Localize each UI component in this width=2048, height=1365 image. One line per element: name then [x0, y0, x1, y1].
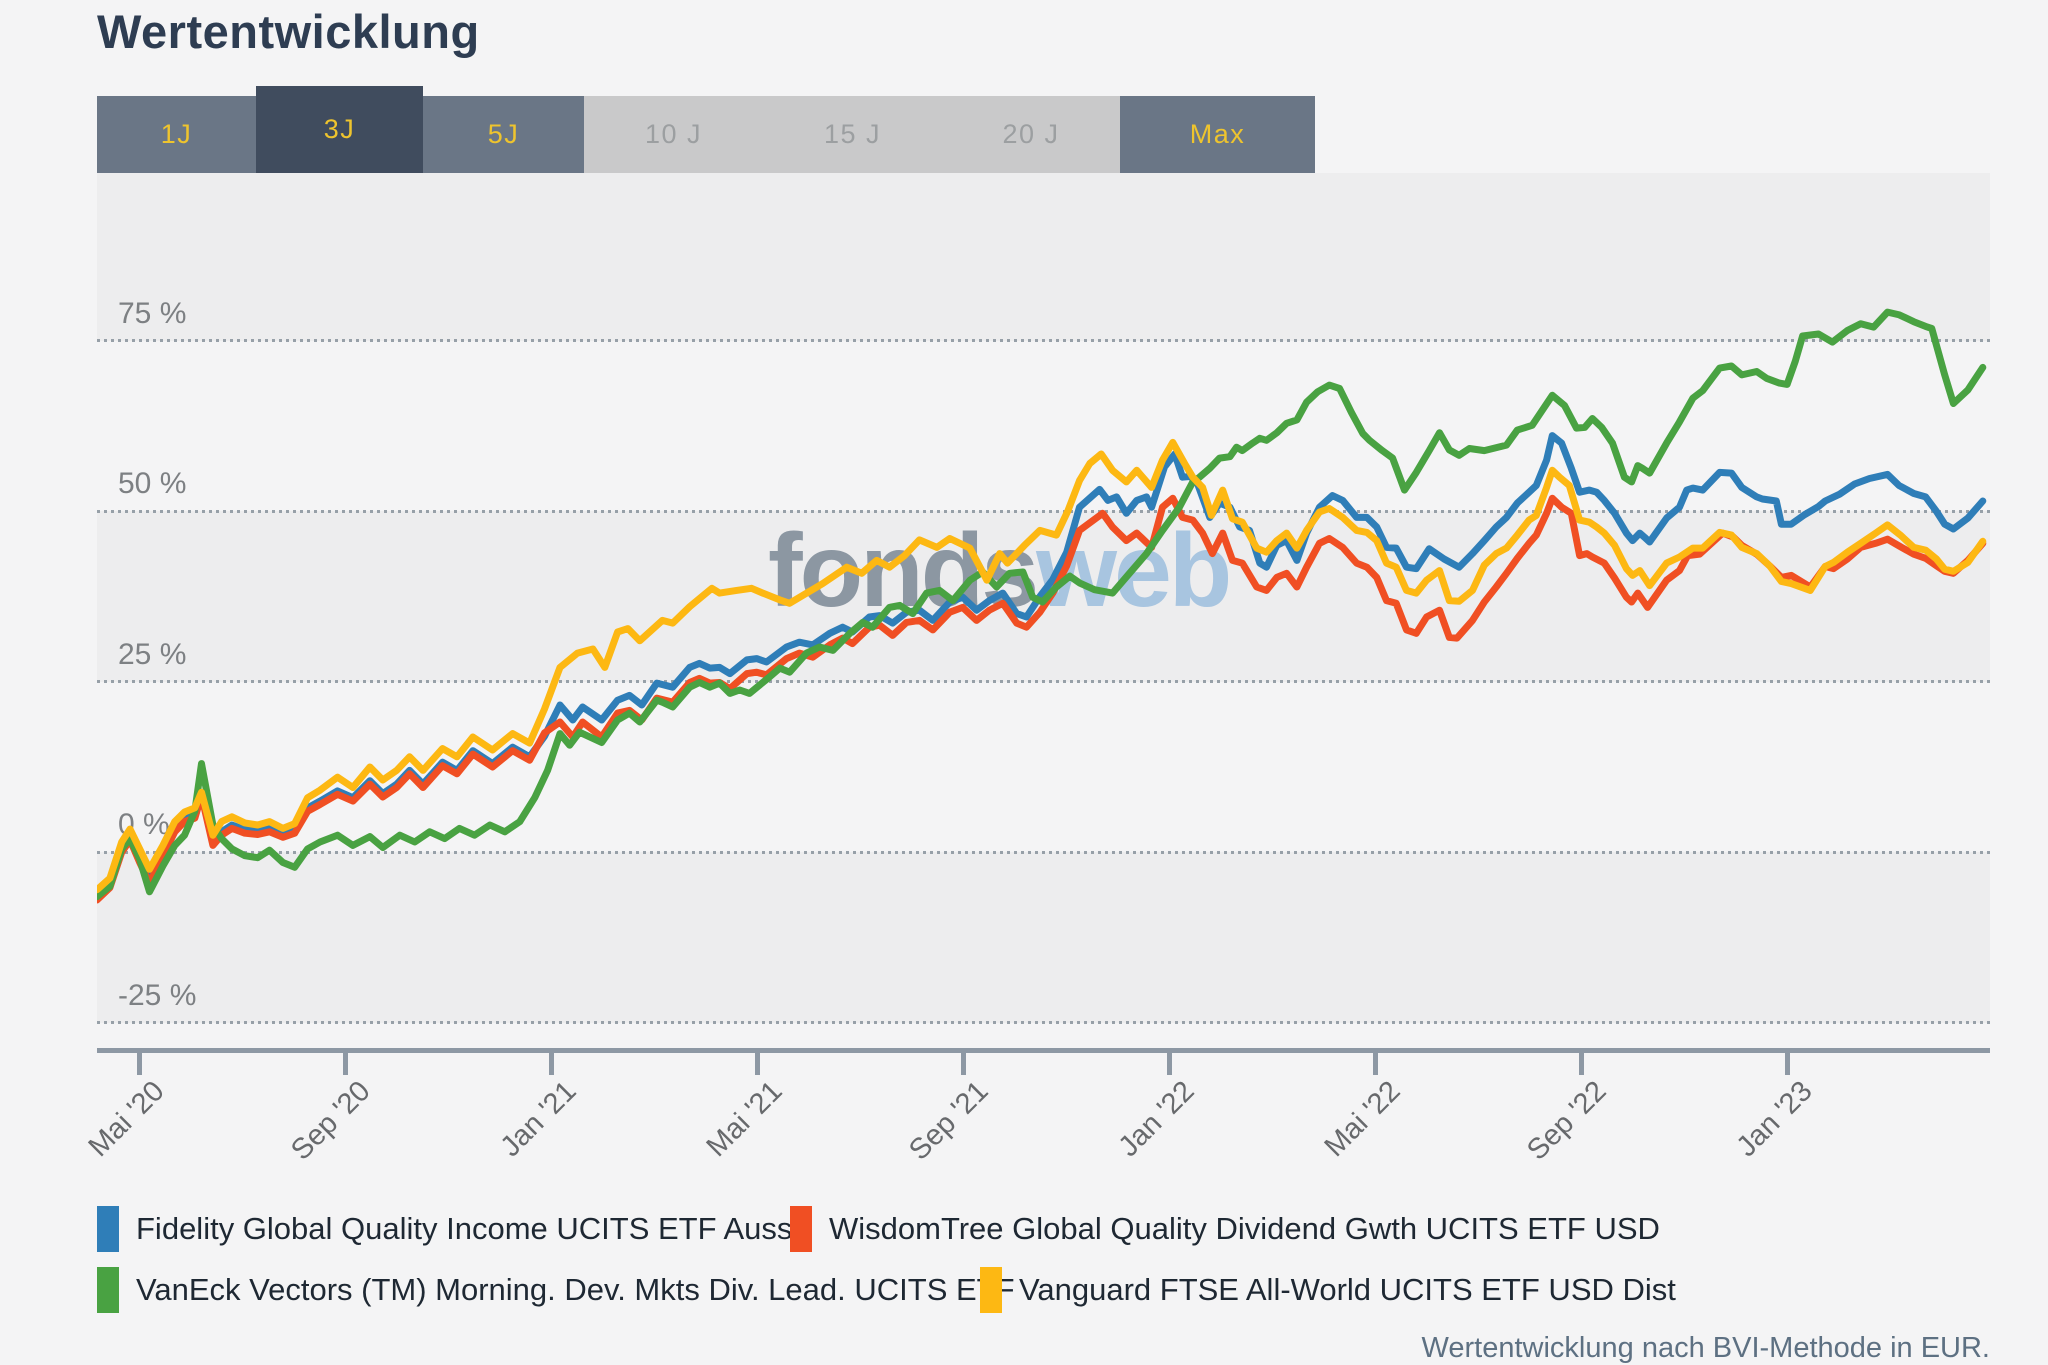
legend-item-fidelity[interactable]: Fidelity Global Quality Income UCITS ETF…: [97, 1206, 801, 1252]
legend-item-vaneck[interactable]: VanEck Vectors (TM) Morning. Dev. Mkts D…: [97, 1267, 1015, 1313]
x-axis-tick: [137, 1053, 143, 1075]
legend-swatch-green: [97, 1267, 119, 1313]
x-axis-label: Sep '21: [902, 1075, 995, 1167]
y-axis-label: 75 %: [118, 296, 187, 330]
plot-band: [97, 852, 1990, 1023]
legend-label: Vanguard FTSE All-World UCITS ETF USD Di…: [1019, 1272, 1676, 1307]
x-axis-tick: [1373, 1053, 1379, 1075]
x-axis-label: Jan '22: [1112, 1075, 1201, 1164]
x-axis-label: Mai '20: [82, 1075, 171, 1164]
range-button-max[interactable]: Max: [1120, 96, 1315, 173]
x-axis-tick: [549, 1053, 555, 1075]
range-button-3j[interactable]: 3J: [256, 86, 423, 173]
bvi-method-note: Wertentwicklung nach BVI-Methode in EUR.: [1421, 1332, 1990, 1364]
x-axis-labels: Mai '20 Sep '20 Jan '21 Mai '21 Sep '21 Jan '…: [70, 1075, 2048, 1190]
x-axis-label: Jan '23: [1730, 1075, 1819, 1164]
legend-swatch-orange: [790, 1206, 812, 1252]
range-button-10j[interactable]: 10 J: [584, 96, 763, 173]
x-axis-tick: [961, 1053, 967, 1075]
x-axis-label: Mai '22: [1318, 1075, 1407, 1164]
legend-swatch-blue: [97, 1206, 119, 1252]
x-axis-line: [97, 1048, 1990, 1053]
legend-label: WisdomTree Global Quality Dividend Gwth …: [829, 1211, 1660, 1246]
legend-swatch-yellow: [980, 1267, 1002, 1313]
range-button-20j[interactable]: 20 J: [942, 96, 1120, 173]
y-axis-label: -25 %: [118, 978, 197, 1012]
legend-label: Fidelity Global Quality Income UCITS ETF…: [136, 1211, 801, 1246]
x-axis-tick: [343, 1053, 349, 1075]
series-line-yellow: [97, 438, 1987, 894]
y-gridline: [97, 1021, 1990, 1025]
page-title: Wertentwicklung: [97, 5, 480, 58]
plot-band: [97, 681, 1990, 853]
range-button-5j[interactable]: 5J: [423, 96, 584, 173]
legend-item-wisdomtree[interactable]: WisdomTree Global Quality Dividend Gwth …: [790, 1206, 1660, 1252]
legend-label: VanEck Vectors (TM) Morning. Dev. Mkts D…: [136, 1272, 1015, 1307]
x-axis-label: Jan '21: [494, 1075, 583, 1164]
x-axis-tick: [1167, 1053, 1173, 1075]
y-axis-label: 50 %: [118, 467, 187, 501]
x-axis-label: Mai '21: [700, 1075, 789, 1164]
time-range-selector: 1J 3J 5J 10 J 15 J 20 J Max: [97, 86, 1315, 173]
x-axis-tick: [755, 1053, 761, 1075]
series-line-orange: [97, 494, 1987, 904]
range-button-15j[interactable]: 15 J: [763, 96, 942, 173]
y-gridline: [97, 850, 1990, 854]
y-gridline: [97, 339, 1990, 343]
x-axis-tick: [1785, 1053, 1791, 1075]
x-axis-label: Sep '22: [1520, 1075, 1613, 1167]
plot-band: [97, 1022, 1990, 1048]
chart-plot-area[interactable]: [97, 173, 1990, 1048]
plot-band: [97, 173, 1990, 341]
legend-item-vanguard[interactable]: Vanguard FTSE All-World UCITS ETF USD Di…: [980, 1267, 1676, 1313]
x-axis-tick: [1579, 1053, 1585, 1075]
y-gridline: [97, 680, 1990, 684]
y-gridline: [97, 509, 1990, 513]
x-axis-label: Sep '20: [284, 1075, 377, 1167]
range-button-1j[interactable]: 1J: [97, 96, 256, 173]
series-line-green: [97, 308, 1987, 901]
series-line-blue: [97, 432, 1987, 897]
y-axis-label: 25 %: [118, 637, 187, 671]
